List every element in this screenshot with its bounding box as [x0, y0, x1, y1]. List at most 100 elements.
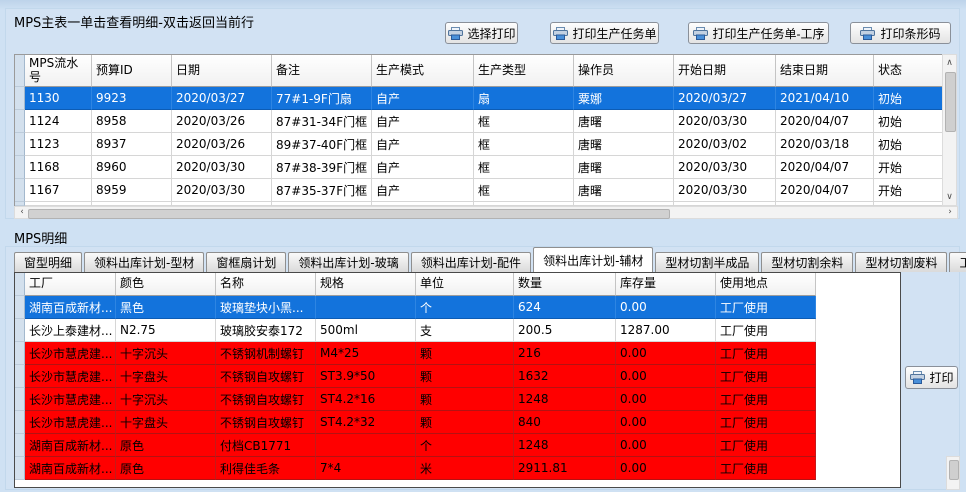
detail-tab-3[interactable]: 领料出库计划-玻璃	[288, 252, 409, 272]
table-row[interactable]: 1130 9923 2020/03/27 77#1-9F门扇 自产扇粟娜 2020/03/…	[15, 87, 943, 110]
row-filler	[816, 342, 900, 365]
select-print-button[interactable]: 选择打印	[445, 22, 518, 44]
detail-print-button[interactable]: 打印	[905, 366, 958, 389]
table-cell: 8960	[92, 156, 172, 179]
table-row[interactable]: 1124 8958 2020/03/26 87#31-34F门框 自产框唐曙 2020/0…	[15, 110, 943, 133]
table-cell: 1287.00	[616, 319, 716, 342]
table-row[interactable]: 湖南百成新材... 原色 付档CB1771 个 1248 0.00 工厂使用	[15, 434, 900, 457]
master-grid-vertical-scrollbar[interactable]: ∧ ∨	[942, 54, 957, 206]
row-indicator	[15, 273, 25, 296]
table-cell	[316, 296, 416, 319]
table-cell: 自产	[372, 179, 474, 202]
detail-tab-5[interactable]: 领料出库计划-辅材	[533, 247, 654, 272]
row-filler	[816, 365, 900, 388]
table-row[interactable]: 1123 8937 2020/03/26 89#37-40F门框 自产框唐曙 2020/0…	[15, 133, 943, 156]
table-cell: 框	[474, 110, 574, 133]
table-row[interactable]: 长沙上泰建材... N2.75 玻璃胶安泰172 500ml 支 200.5 1287.00…	[15, 319, 900, 342]
table-cell: 0.00	[616, 457, 716, 480]
column-header[interactable]: 颜色	[116, 273, 216, 296]
column-header[interactable]: 备注	[272, 55, 372, 87]
detail-tab-7[interactable]: 型材切割余料	[761, 252, 854, 272]
table-cell: 500ml	[316, 319, 416, 342]
row-indicator	[15, 156, 25, 179]
column-header[interactable]: 库存量	[616, 273, 716, 296]
horizontal-scroll-thumb[interactable]	[28, 209, 670, 219]
table-cell: 1168	[25, 156, 92, 179]
table-cell: ST4.2*32	[316, 411, 416, 434]
mps-detail-grid: 工厂 颜色 名称 规格 单位 数量 库存量 使用地点 湖南百成新材... 黑色 玻璃垫块小黑... 个…	[14, 272, 901, 488]
detail-tab-9[interactable]: 工序	[949, 252, 966, 272]
vertical-scroll-thumb[interactable]	[949, 460, 959, 480]
detail-print-label: 打印	[929, 371, 954, 385]
table-cell: 框	[474, 156, 574, 179]
column-header[interactable]: 数量	[514, 273, 616, 296]
table-cell: 8958	[92, 110, 172, 133]
row-filler	[816, 388, 900, 411]
column-header[interactable]: 生产模式	[372, 55, 474, 87]
scroll-up-icon[interactable]: ∧	[946, 57, 953, 68]
table-cell: 2021/04/10	[776, 87, 874, 110]
table-cell: 自产	[372, 87, 474, 110]
table-cell: 2020/03/30	[674, 110, 776, 133]
column-header[interactable]: 结束日期	[776, 55, 874, 87]
detail-tab-1[interactable]: 领料出库计划-型材	[84, 252, 205, 272]
table-row[interactable]: 长沙市慧虎建... 十字盘头 不锈钢自攻螺钉 ST3.9*50 颗 1632 0.00 工厂使…	[15, 365, 900, 388]
column-header[interactable]: 工厂	[25, 273, 116, 296]
table-cell: 2020/03/26	[172, 133, 272, 156]
table-cell: 原色	[116, 434, 216, 457]
table-cell: 原色	[116, 457, 216, 480]
table-row[interactable]: 1167 8959 2020/03/30 87#35-37F门框 自产框唐曙 2020/0…	[15, 179, 943, 202]
table-cell: 2020/03/27	[674, 87, 776, 110]
row-filler	[816, 434, 900, 457]
table-cell: 工厂使用	[716, 365, 816, 388]
detail-tab-6[interactable]: 型材切割半成品	[655, 252, 760, 272]
table-cell	[172, 202, 272, 206]
table-row[interactable]: 湖南百成新材... 原色 利得佳毛条 7*4 米 2911.81 0.00 工厂使用	[15, 457, 900, 480]
row-indicator	[15, 110, 25, 133]
table-cell: 不锈钢自攻螺钉	[216, 388, 316, 411]
scroll-down-icon[interactable]: ∨	[946, 191, 953, 202]
scroll-left-icon[interactable]: ‹	[20, 207, 24, 217]
table-cell: 颗	[416, 411, 514, 434]
detail-tab-0[interactable]: 窗型明细	[14, 252, 83, 272]
column-header[interactable]: 单位	[416, 273, 514, 296]
column-header[interactable]: 生产类型	[474, 55, 574, 87]
print-task-process-button[interactable]: 打印生产任务单-工序	[688, 22, 829, 44]
detail-panel-scrollbar[interactable]	[946, 456, 960, 490]
table-cell: 自产	[372, 133, 474, 156]
table-cell: 唐曙	[574, 110, 674, 133]
print-barcode-button[interactable]: 打印条形码	[850, 22, 951, 44]
table-cell: 工厂使用	[716, 296, 816, 319]
scroll-right-icon[interactable]: ›	[948, 207, 952, 217]
table-row[interactable]: 长沙市慧虎建... 十字盘头 不锈钢自攻螺钉 ST4.2*32 颗 840 0.00 工厂使用	[15, 411, 900, 434]
printer-icon	[692, 26, 708, 40]
column-header[interactable]: 状态	[874, 55, 943, 87]
print-task-button[interactable]: 打印生产任务单	[550, 22, 659, 44]
vertical-scroll-thumb[interactable]	[945, 72, 956, 132]
detail-tab-2[interactable]: 窗框扇计划	[206, 252, 287, 272]
column-header[interactable]: 操作员	[574, 55, 674, 87]
table-cell: 2020/03/30	[172, 179, 272, 202]
table-row[interactable]: 湖南百成新材... 黑色 玻璃垫块小黑... 个 624 0.00 工厂使用	[15, 296, 900, 319]
column-header[interactable]: 日期	[172, 55, 272, 87]
table-cell: 唐曙	[574, 156, 674, 179]
table-cell: 玻璃垫块小黑...	[216, 296, 316, 319]
column-header[interactable]: 规格	[316, 273, 416, 296]
column-header[interactable]: 开始日期	[674, 55, 776, 87]
table-row[interactable]: 长沙市慧虎建... 十字沉头 不锈钢自攻螺钉 ST4.2*16 颗 1248 0.00 工厂使…	[15, 388, 900, 411]
table-cell: 十字沉头	[116, 342, 216, 365]
column-header[interactable]: 名称	[216, 273, 316, 296]
table-cell: 框	[474, 133, 574, 156]
table-row[interactable]: 长沙市慧虎建... 十字沉头 不锈钢机制螺钉 M4*25 颗 216 0.00 工厂使用	[15, 342, 900, 365]
table-row[interactable]: 1168 8960 2020/03/30 87#38-39F门框 自产框唐曙 2020/0…	[15, 156, 943, 179]
master-grid-horizontal-scrollbar[interactable]: ‹ ›	[14, 206, 958, 219]
table-cell: 扇	[474, 87, 574, 110]
table-cell: 2020/03/30	[674, 156, 776, 179]
row-indicator	[15, 365, 25, 388]
column-header[interactable]: MPS流水号	[25, 55, 92, 87]
column-header[interactable]: 预算ID	[92, 55, 172, 87]
detail-tab-4[interactable]: 领料出库计划-配件	[410, 252, 532, 272]
table-cell: 长沙上泰建材...	[25, 319, 116, 342]
column-header[interactable]: 使用地点	[716, 273, 816, 296]
detail-tab-8[interactable]: 型材切割废料	[855, 252, 948, 272]
